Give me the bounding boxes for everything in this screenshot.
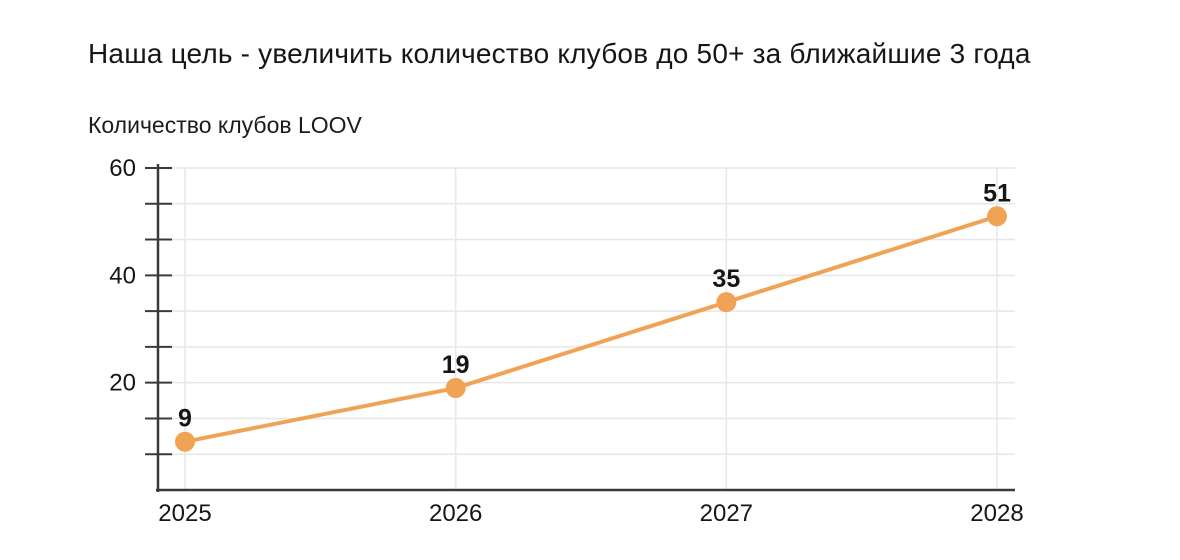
data-point-marker — [445, 378, 466, 399]
data-point-label: 35 — [712, 265, 740, 293]
chart-title: Наша цель - увеличить количество клубов … — [88, 38, 1031, 69]
x-tick-label: 2027 — [700, 500, 753, 527]
x-tick-label: 2028 — [970, 500, 1023, 527]
data-point-marker — [716, 292, 737, 313]
data-point-marker — [987, 206, 1007, 227]
y-tick-label: 60 — [109, 155, 136, 182]
x-tick-label: 2025 — [158, 500, 211, 527]
y-tick-label: 20 — [109, 370, 136, 397]
series-line — [183, 214, 999, 444]
y-axis-title: Количество клубов LOOV — [88, 112, 362, 138]
x-tick-label: 2026 — [429, 500, 482, 527]
data-point-marker — [175, 431, 195, 452]
data-point-label: 9 — [178, 405, 192, 433]
data-point-label: 19 — [442, 351, 470, 379]
data-point-label: 51 — [983, 179, 1011, 207]
y-tick-label: 40 — [109, 262, 136, 289]
